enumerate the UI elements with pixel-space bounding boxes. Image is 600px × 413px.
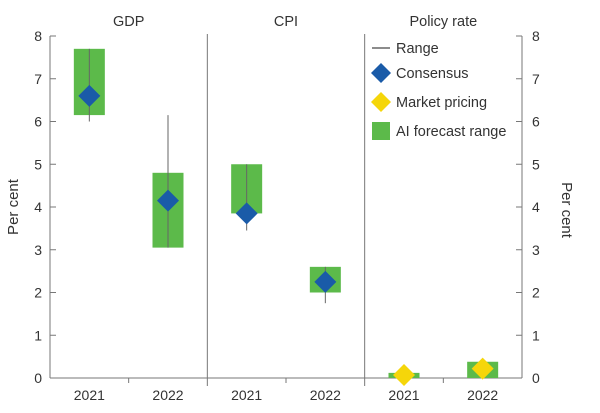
panel-title: Policy rate: [409, 14, 477, 30]
market-pricing-marker: [393, 364, 415, 387]
consensus-marker: [235, 202, 258, 225]
x-tick-label: 2021: [74, 387, 105, 403]
y-tick-label-right: 7: [532, 71, 540, 87]
legend-label: Range: [396, 41, 439, 57]
y-tick-label-left: 8: [34, 28, 42, 44]
y-tick-label-right: 2: [532, 285, 540, 301]
chart-frame: [49, 34, 523, 386]
chart-labels: 0 0 1 1 2 2 3 3 4 4 5 5 6 6 7 7 8 8 Per cent Per cent GDP 202…: [5, 14, 575, 403]
y-tick-label-right: 8: [532, 28, 540, 44]
y-tick-label-left: 1: [34, 327, 42, 343]
y-tick-label-left: 7: [34, 71, 42, 87]
y-tick-label-right: 3: [532, 242, 540, 258]
y-tick-label-right: 6: [532, 114, 540, 130]
panel-title: CPI: [274, 14, 298, 30]
legend-ai-forecast-swatch: [372, 122, 390, 140]
consensus-marker: [157, 189, 179, 212]
y-tick-label-left: 5: [34, 156, 42, 172]
x-tick-label: 2021: [388, 387, 419, 403]
consensus-marker: [78, 84, 101, 107]
market-pricing-marker: [471, 357, 494, 380]
panel-title: GDP: [113, 14, 144, 30]
legend-label: AI forecast range: [396, 124, 506, 140]
chart-marks: [73, 48, 499, 387]
x-tick-label: 2021: [231, 387, 262, 403]
y-tick-label-left: 4: [34, 199, 42, 215]
x-tick-label: 2022: [152, 387, 183, 403]
y-tick-label-right: 1: [532, 327, 540, 343]
y-tick-label-left: 3: [34, 242, 42, 258]
y-tick-label-right: 4: [532, 199, 540, 215]
y-tick-label-right: 0: [532, 370, 540, 386]
legend-consensus-swatch: [371, 63, 391, 83]
consensus-marker: [314, 270, 337, 293]
legend-label: Market pricing: [396, 95, 487, 111]
y-tick-label-right: 5: [532, 156, 540, 172]
y-tick-label-left: 0: [34, 370, 42, 386]
y-axis-title-right: Per cent: [558, 182, 575, 239]
x-tick-label: 2022: [467, 387, 498, 403]
y-tick-label-left: 2: [34, 285, 42, 301]
chart-legend: Range Consensus Market pricing AI forecast …: [371, 41, 506, 140]
y-axis-title-left: Per cent: [5, 178, 22, 235]
y-tick-label-left: 6: [34, 114, 42, 130]
x-tick-label: 2022: [310, 387, 341, 403]
legend-label: Consensus: [396, 66, 469, 82]
legend-market-pricing-swatch: [371, 92, 391, 112]
